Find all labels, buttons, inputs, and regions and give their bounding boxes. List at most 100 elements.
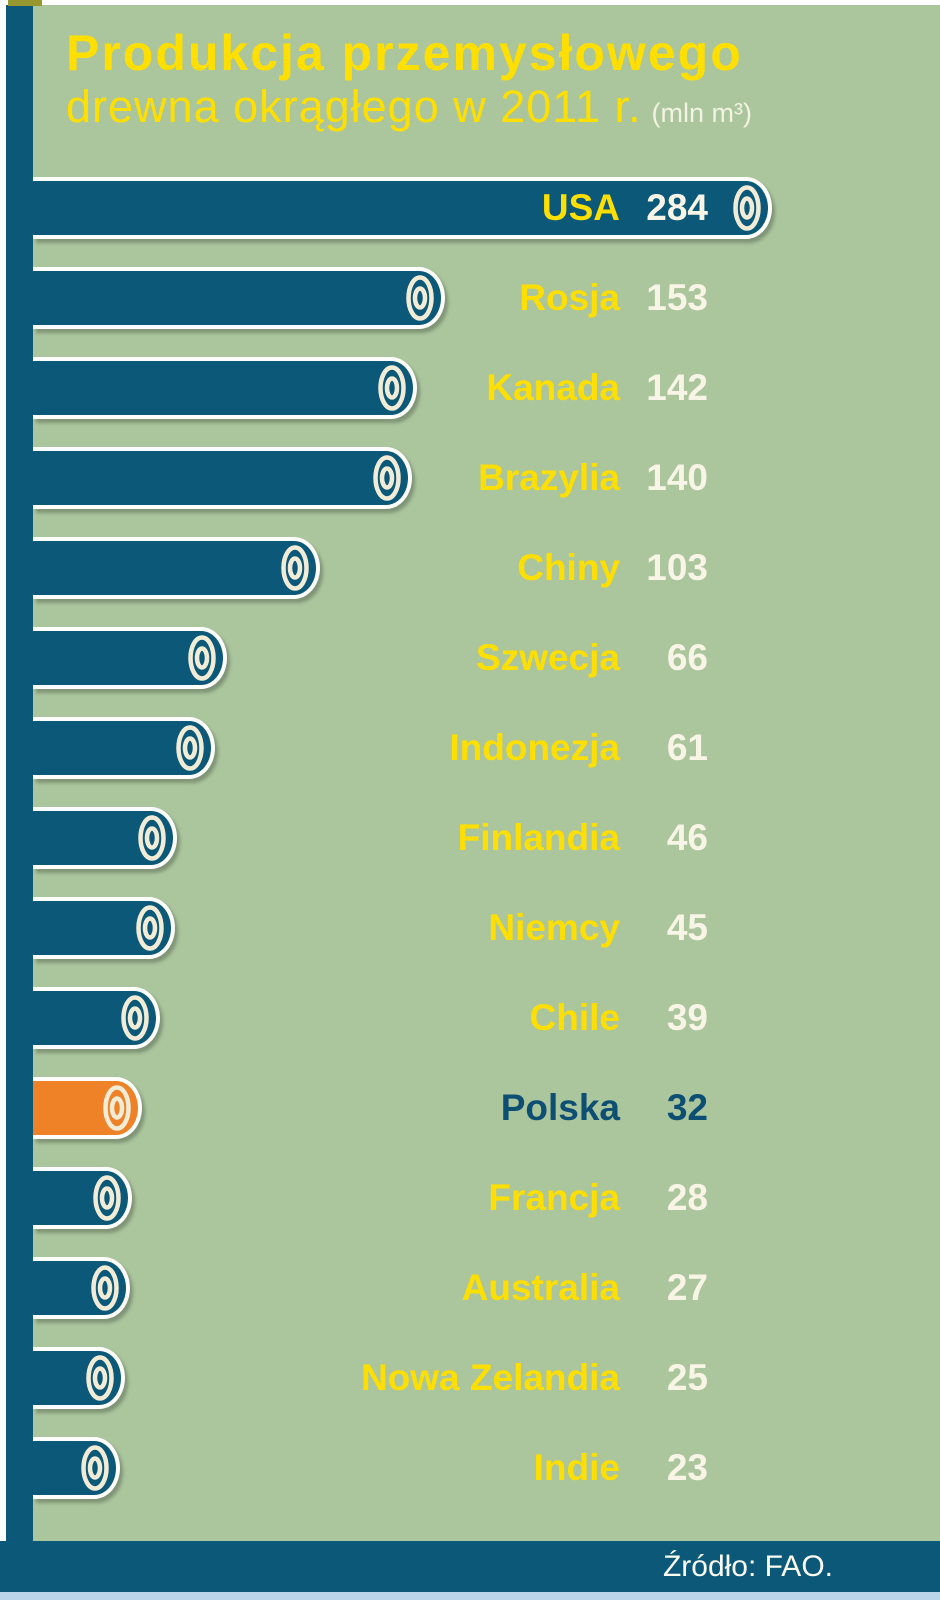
chart-row: Australia 27: [33, 1257, 940, 1319]
source-text: Źródło: FAO.: [662, 1549, 833, 1583]
value-label: 142: [646, 367, 708, 408]
chart-row: Kanada 142: [33, 357, 940, 419]
chart-row: Polska 32: [33, 1077, 940, 1139]
log-end-icon: [86, 1355, 114, 1401]
value-label: 23: [666, 1447, 708, 1488]
chart-row: Finlandia 46: [33, 807, 940, 869]
chart-row: Francja 28: [33, 1167, 940, 1229]
log-end-icon: [138, 815, 166, 861]
title-block: Produkcja przemysłowego drewna okrągłego…: [66, 26, 752, 133]
log-end-icon: [81, 1445, 109, 1491]
chart-row: USA 284: [33, 177, 940, 239]
log-end-icon: [406, 275, 434, 321]
value-label: 153: [646, 277, 708, 318]
country-label: Chile: [529, 997, 620, 1038]
log-end-icon: [103, 1085, 131, 1131]
bar: [33, 1257, 130, 1319]
bar-label: Indie 23: [534, 1437, 708, 1499]
bar-label: Polska 32: [501, 1077, 708, 1139]
bar-label: Chile 39: [530, 987, 708, 1049]
value-label: 28: [666, 1177, 708, 1218]
bar: [33, 987, 160, 1049]
country-label: USA: [541, 187, 620, 228]
country-label: Australia: [461, 1267, 620, 1308]
corner-mark: [8, 0, 42, 6]
bar: [33, 717, 215, 779]
value-label: 45: [666, 907, 708, 948]
value-label: 103: [646, 547, 708, 588]
bar-label: Szwecja 66: [476, 627, 708, 689]
chart-row: Szwecja 66: [33, 627, 940, 689]
bar: [33, 807, 177, 869]
log-end-icon: [378, 365, 406, 411]
country-label: Niemcy: [488, 907, 620, 948]
chart-subtitle-text: drewna okrągłego w 2011 r.: [66, 81, 642, 132]
bar: [33, 1077, 142, 1139]
country-label: Nowa Zelandia: [360, 1357, 620, 1398]
country-label: Indonezja: [449, 727, 620, 768]
chart-row: Chile 39: [33, 987, 940, 1049]
value-label: 284: [646, 187, 708, 228]
country-label: Indie: [533, 1447, 620, 1488]
bar-label: Chiny 103: [517, 537, 708, 599]
log-end-icon: [136, 905, 164, 951]
bar-label: Nowa Zelandia 25: [361, 1347, 708, 1409]
country-label: Brazylia: [478, 457, 620, 498]
value-label: 61: [666, 727, 708, 768]
log-end-icon: [733, 185, 761, 231]
chart-row: Chiny 103: [33, 537, 940, 599]
log-end-icon: [176, 725, 204, 771]
bar: [33, 1347, 125, 1409]
country-label: Kanada: [486, 367, 620, 408]
bar: [33, 627, 227, 689]
country-label: Finlandia: [457, 817, 620, 858]
bar-label: Indonezja 61: [449, 717, 708, 779]
chart-row: Nowa Zelandia 25: [33, 1347, 940, 1409]
value-label: 140: [646, 457, 708, 498]
value-label: 39: [666, 997, 708, 1038]
bar: [33, 447, 412, 509]
log-end-icon: [188, 635, 216, 681]
bar: [33, 357, 417, 419]
country-label: Francja: [488, 1177, 620, 1218]
bar-label: Brazylia 140: [478, 447, 708, 509]
bar-label: Niemcy 45: [488, 897, 708, 959]
value-label: 27: [666, 1267, 708, 1308]
country-label: Rosja: [519, 277, 620, 318]
bar: [33, 1437, 120, 1499]
value-label: 32: [666, 1087, 708, 1128]
bar-label: Australia 27: [462, 1257, 708, 1319]
chart-row: Niemcy 45: [33, 897, 940, 959]
bar: [33, 537, 320, 599]
top-strip: [0, 0, 940, 5]
chart-row: Indonezja 61: [33, 717, 940, 779]
bar: [33, 1167, 132, 1229]
chart-title: Produkcja przemysłowego: [66, 25, 743, 81]
log-end-icon: [121, 995, 149, 1041]
axis-band: [6, 5, 33, 1541]
value-label: 25: [666, 1357, 708, 1398]
bar-label: Francja 28: [488, 1167, 708, 1229]
bar-label: USA 284: [542, 177, 708, 239]
chart-subtitle: drewna okrągłego w 2011 r. (mln m³): [66, 81, 752, 133]
bar-label: Kanada 142: [486, 357, 708, 419]
bar: [33, 897, 175, 959]
country-label: Chiny: [517, 547, 620, 588]
country-label: Polska: [500, 1087, 620, 1128]
log-end-icon: [93, 1175, 121, 1221]
bar: [33, 267, 445, 329]
value-label: 46: [666, 817, 708, 858]
bar-label: Rosja 153: [519, 267, 708, 329]
bar: [33, 177, 772, 239]
chart-unit: (mln m³): [651, 98, 752, 128]
value-label: 66: [666, 637, 708, 678]
log-end-icon: [281, 545, 309, 591]
chart-row: Rosja 153: [33, 267, 940, 329]
chart-row: Indie 23: [33, 1437, 940, 1499]
bottom-strip: [0, 1592, 940, 1600]
log-end-icon: [373, 455, 401, 501]
bar-label: Finlandia 46: [458, 807, 708, 869]
chart-row: Brazylia 140: [33, 447, 940, 509]
country-label: Szwecja: [476, 637, 620, 678]
